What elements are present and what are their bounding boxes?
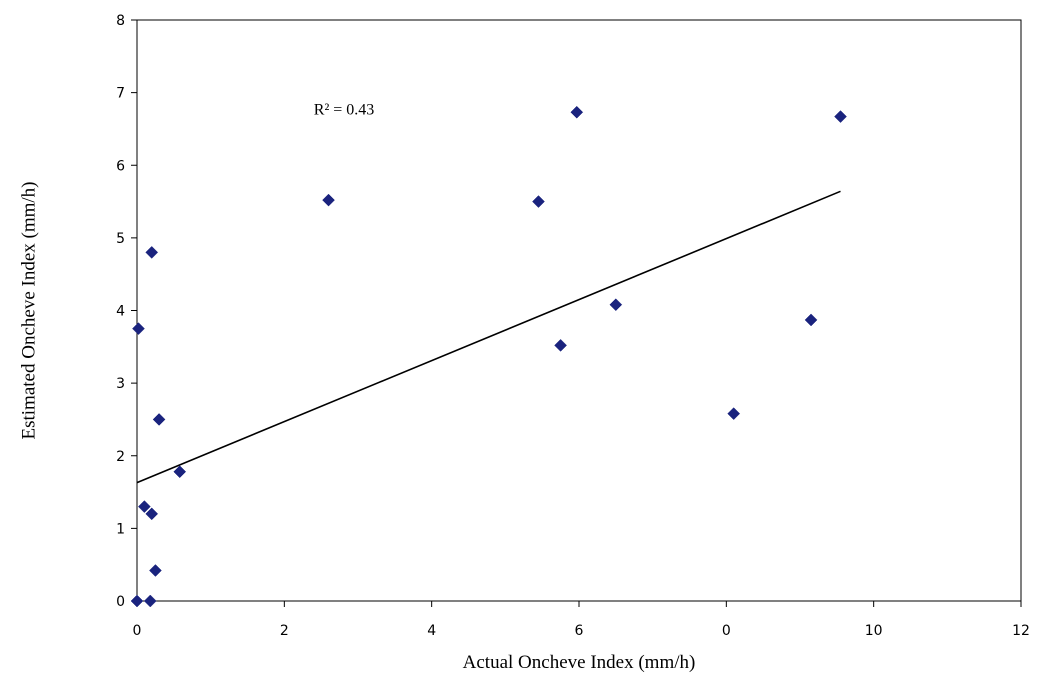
y-tick-label: 8: [116, 13, 125, 29]
y-tick-label: 2: [116, 449, 125, 465]
r-squared-annotation: R² = 0.43: [314, 101, 375, 118]
x-tick-label: 0: [722, 623, 731, 639]
x-tick-label: 12: [1012, 623, 1030, 639]
data-point: [554, 339, 567, 352]
data-point: [152, 413, 166, 426]
y-tick-label: 3: [116, 376, 125, 392]
data-point: [532, 195, 545, 208]
data-point: [132, 322, 145, 336]
y-tick-label: 0: [116, 594, 125, 610]
plot-area-border: [136, 19, 1022, 602]
data-point: [145, 246, 159, 259]
data-point: [143, 594, 157, 608]
data-point: [130, 594, 144, 608]
y-tick-label: 5: [116, 231, 125, 247]
y-tick-label: 7: [116, 86, 125, 102]
data-point: [727, 407, 741, 420]
data-point: [570, 105, 584, 119]
x-tick-label: 2: [280, 623, 289, 639]
data-point: [322, 193, 335, 207]
data-point: [173, 465, 187, 479]
x-tick-label: 6: [575, 623, 584, 639]
data-point: [609, 298, 623, 312]
data-point: [138, 500, 151, 513]
x-tick-label: 0: [133, 623, 142, 639]
x-axis-title: Actual Oncheve Index (mm/h): [463, 652, 696, 673]
y-tick-label: 1: [116, 521, 125, 537]
data-point: [149, 564, 162, 577]
data-point: [834, 110, 847, 123]
y-tick-label: 6: [116, 158, 125, 174]
data-point: [804, 313, 818, 327]
y-tick-label: 4: [116, 304, 125, 320]
trendline: [136, 190, 841, 484]
x-tick-label: 4: [427, 623, 436, 639]
y-axis-title: Estimated Oncheve Index (mm/h): [18, 181, 39, 439]
data-point: [145, 507, 159, 521]
x-tick-label: 10: [865, 623, 883, 639]
